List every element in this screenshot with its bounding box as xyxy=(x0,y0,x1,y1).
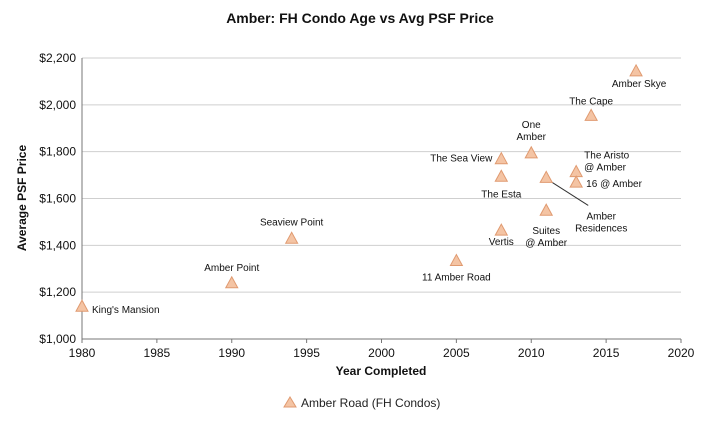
data-label-line: @ Amber xyxy=(525,238,568,249)
data-label-line: King's Mansion xyxy=(92,305,160,316)
data-label: Suites @ Amber xyxy=(525,226,568,249)
x-tick-label: 2010 xyxy=(518,346,545,360)
data-label: The Esta xyxy=(481,189,521,200)
data-label-line: The Esta xyxy=(481,189,521,200)
x-tick-label: 1995 xyxy=(293,346,320,360)
data-label: King's Mansion xyxy=(92,305,160,316)
data-point-triangle xyxy=(494,169,509,182)
x-tick-label: 1980 xyxy=(69,346,96,360)
gridlines xyxy=(82,57,681,340)
legend-marker-triangle xyxy=(283,396,297,408)
data-label-line: 16 @ Amber xyxy=(586,179,642,190)
data-label: 11 Amber Road xyxy=(422,273,491,284)
axes xyxy=(81,58,682,343)
y-tick-label: $2,200 xyxy=(39,51,76,65)
data-point-triangle xyxy=(224,275,239,289)
data-label-line: @ Amber xyxy=(584,163,627,174)
x-axis-title: Year Completed xyxy=(336,364,427,378)
data-point-triangle xyxy=(524,145,539,159)
data-label: Amber Residences xyxy=(575,211,627,234)
data-point-triangle xyxy=(539,170,554,183)
data-label-line: Vertis xyxy=(489,237,514,248)
data-point-triangle xyxy=(569,164,584,178)
data-point-triangle xyxy=(494,223,509,236)
x-tick-label: 1990 xyxy=(218,346,245,360)
data-label-line: Amber xyxy=(517,132,547,143)
data-label-line: The Aristo xyxy=(584,151,629,162)
y-axis-title: Average PSF Price xyxy=(15,145,29,252)
y-tick-label: $1,400 xyxy=(39,238,76,252)
data-label: The Sea View xyxy=(430,154,493,165)
data-label: The Cape xyxy=(569,96,613,107)
data-point-triangle xyxy=(449,253,464,267)
legend: Amber Road (FH Condos) xyxy=(283,396,440,410)
data-label-line: The Cape xyxy=(569,96,613,107)
data-label: Amber Skye xyxy=(612,79,667,90)
data-point-triangle xyxy=(584,108,598,121)
y-tick-label: $1,600 xyxy=(39,192,76,206)
data-points xyxy=(75,63,643,312)
data-label-line: Amber Point xyxy=(204,263,259,274)
x-tick-label: 2020 xyxy=(668,346,695,360)
data-label-line: 11 Amber Road xyxy=(422,273,491,284)
y-tick-label: $1,800 xyxy=(39,145,76,159)
y-tick-label: $1,000 xyxy=(39,332,76,346)
data-label: The Aristo @ Amber xyxy=(584,151,629,174)
data-label-line: Residences xyxy=(575,223,627,234)
data-point-triangle xyxy=(569,175,584,188)
data-label-line: The Sea View xyxy=(430,154,493,165)
data-point-triangle xyxy=(75,299,89,312)
data-point-triangle xyxy=(629,63,643,77)
data-label-line: Amber Skye xyxy=(612,79,667,90)
data-label: 16 @ Amber xyxy=(586,179,642,190)
data-label: Vertis xyxy=(489,237,514,248)
x-tick-label: 2000 xyxy=(368,346,395,360)
data-label-line: One xyxy=(522,120,541,131)
data-label: Amber Point xyxy=(204,263,259,274)
data-labels: King's Mansion Amber Point Seaview Point 11… xyxy=(92,79,667,316)
data-point-triangle xyxy=(284,231,299,244)
data-label-line: Amber xyxy=(586,211,616,222)
leader-line xyxy=(551,182,589,206)
legend-label: Amber Road (FH Condos) xyxy=(301,396,440,410)
data-label: Seaview Point xyxy=(260,217,324,228)
data-label: One Amber xyxy=(517,120,547,143)
data-point-triangle xyxy=(494,151,509,165)
x-tick-labels: 1980 1985 1990 1995 2000 2005 2010 2015 2020 xyxy=(69,346,695,360)
chart-title: Amber: FH Condo Age vs Avg PSF Price xyxy=(226,10,494,26)
data-label-line: Seaview Point xyxy=(260,217,324,228)
x-tick-label: 2005 xyxy=(443,346,470,360)
x-tick-label: 1985 xyxy=(144,346,171,360)
y-tick-label: $1,200 xyxy=(39,285,76,299)
data-label-line: Suites xyxy=(532,226,560,237)
x-tick-label: 2015 xyxy=(593,346,620,360)
data-point-triangle xyxy=(539,203,554,216)
y-tick-label: $2,000 xyxy=(39,98,76,112)
leader-line-segment xyxy=(551,182,589,206)
y-tick-labels: $1,000 $1,200 $1,400 $1,600 $1,800 $2,000 $2,2… xyxy=(39,51,76,346)
